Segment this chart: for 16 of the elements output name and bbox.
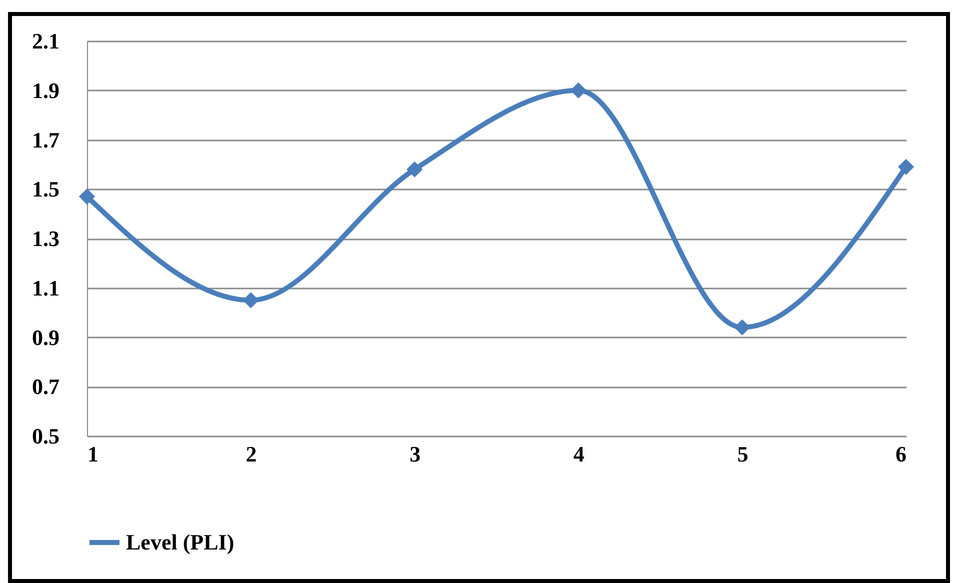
legend-label: Level (PLI) — [126, 530, 234, 554]
y-tick-label: 2.1 — [32, 28, 60, 54]
x-tick-label: 5 — [737, 442, 748, 466]
y-tick-label: 1.7 — [32, 127, 60, 152]
y-tick-label: 1.9 — [32, 78, 60, 103]
x-tick-label: 6 — [896, 442, 906, 466]
y-tick-label: 1.3 — [32, 226, 60, 251]
y-tick-label: 1.1 — [32, 275, 60, 300]
y-tick-label: 0.5 — [32, 424, 60, 448]
y-tick-label: 1.5 — [32, 176, 60, 202]
y-tick-label: 0.7 — [32, 374, 60, 400]
y-tick-label: 0.9 — [32, 324, 60, 350]
x-tick-label: 4 — [573, 442, 584, 466]
x-tick-label: 1 — [88, 442, 98, 466]
x-tick-label: 2 — [246, 442, 257, 466]
x-tick-label: 3 — [410, 442, 421, 466]
